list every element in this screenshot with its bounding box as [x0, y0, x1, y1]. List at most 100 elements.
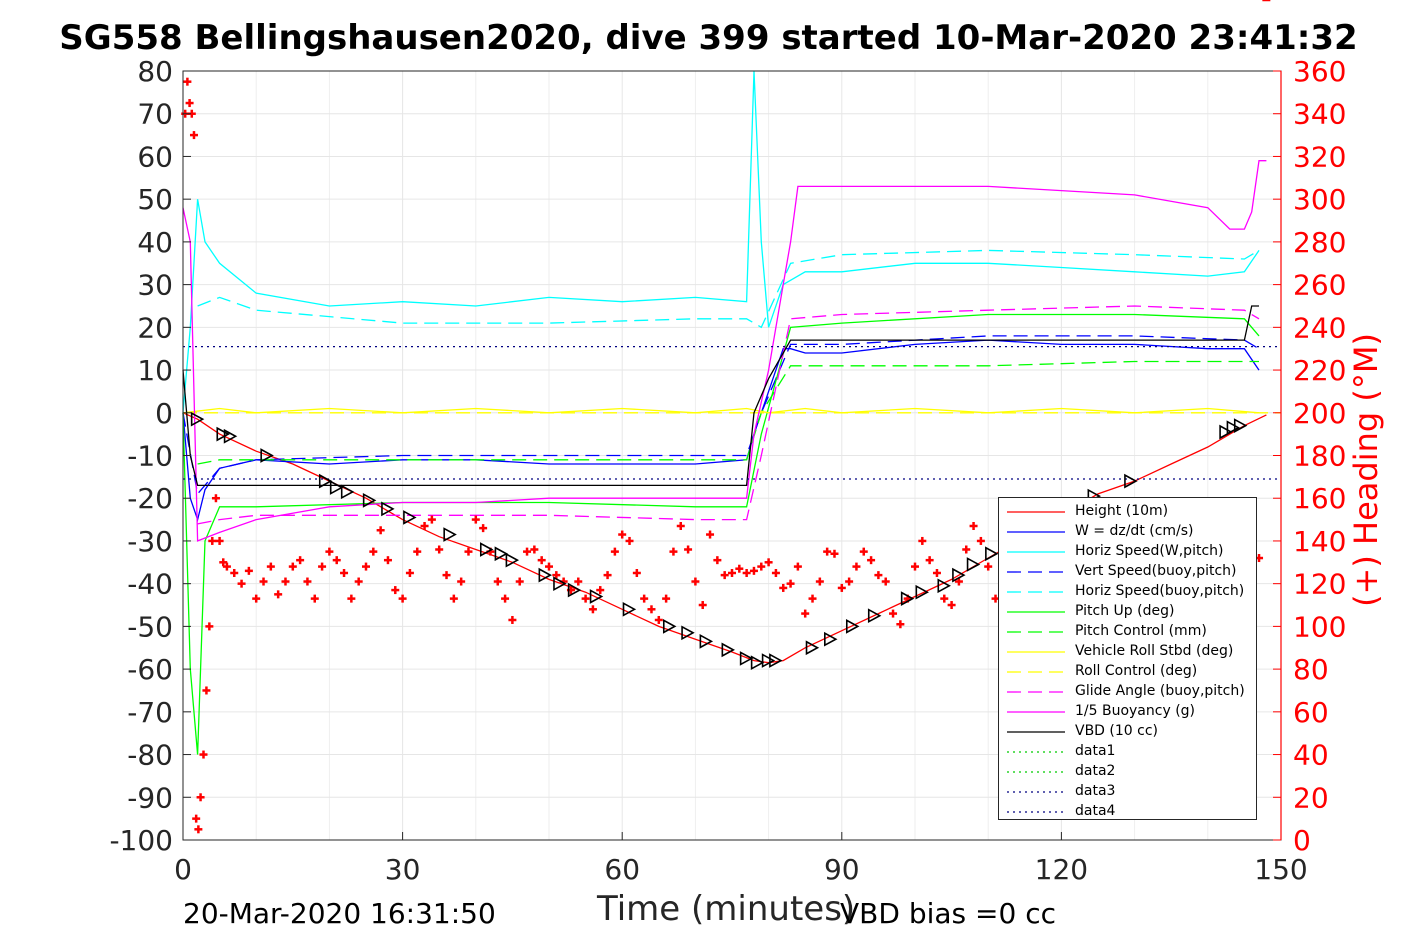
dive-marker [681, 625, 695, 641]
heading-point [874, 571, 883, 580]
y-right-tick-label: 0 [1293, 824, 1311, 857]
x-tick-label: 90 [824, 853, 860, 886]
heading-point [183, 77, 192, 86]
heading-point [603, 571, 612, 580]
heading-point [244, 566, 253, 575]
y-left-tick-label: -80 [127, 739, 173, 772]
y-right-tick-label: 200 [1293, 397, 1346, 430]
heading-point [515, 577, 524, 586]
legend-item-height: Height (10m) [999, 502, 1258, 522]
heading-point [625, 536, 634, 545]
legend-item-data1: data1 [999, 742, 1258, 762]
legend-item-vert_speed_buoy: Vert Speed(buoy,pitch) [999, 562, 1258, 582]
legend-label: Pitch Up (deg) [1075, 603, 1175, 619]
heading-point [969, 521, 978, 530]
dive-marker [966, 557, 981, 572]
legend-label: data4 [1075, 803, 1116, 819]
heading-point [662, 594, 671, 603]
heading-point [764, 558, 773, 567]
heading-point [779, 583, 788, 592]
y-left-tick-label: -40 [127, 568, 173, 601]
heading-point [347, 594, 356, 603]
heading-point [728, 568, 736, 577]
heading-point [647, 605, 656, 614]
legend-swatch [1007, 611, 1065, 613]
heading-point [896, 620, 905, 629]
dive-marker [721, 642, 736, 658]
heading-point [786, 579, 795, 588]
heading-point [698, 601, 707, 610]
legend-swatch [1007, 671, 1065, 673]
y-left-tick-label: -60 [127, 653, 173, 686]
heading-point [464, 547, 473, 556]
y-right-tick-label: 280 [1293, 226, 1346, 259]
heading-point [859, 547, 868, 556]
heading-point [867, 556, 876, 565]
heading-point [581, 594, 590, 603]
dive-marker [553, 576, 567, 592]
dive-marker [567, 582, 582, 598]
legend-label: Horiz Speed(W,pitch) [1075, 543, 1224, 559]
y-right-tick-label: 300 [1293, 183, 1346, 216]
legend-label: Horiz Speed(buoy,pitch) [1075, 583, 1245, 599]
dive-marker [494, 546, 509, 562]
legend-swatch [1007, 531, 1065, 533]
heading-point [398, 594, 407, 603]
heading-point [211, 494, 220, 503]
heading-point [332, 556, 341, 565]
chart-title: SG558 Bellingshausen2020, dive 399 start… [59, 18, 1358, 58]
dive-marker [443, 527, 457, 542]
heading-point [296, 556, 305, 565]
heading-point [457, 577, 466, 586]
dive-marker [699, 633, 714, 649]
x-tick-label: 60 [604, 853, 640, 886]
series-pitch_up [182, 313, 1260, 755]
dive-marker [479, 542, 494, 557]
heading-point [618, 530, 627, 539]
series-glide_angle [197, 305, 1260, 525]
dive-marker [761, 653, 776, 668]
dive-marker [505, 552, 520, 568]
heading-point [259, 577, 268, 586]
y-left-tick-label: -20 [127, 482, 173, 515]
heading-point [954, 577, 963, 586]
y-right-tick-label: 360 [1293, 55, 1346, 88]
legend-label: VBD (10 cc) [1075, 723, 1158, 739]
legend-label: data3 [1075, 783, 1116, 799]
heading-point [199, 750, 208, 759]
heading-point [984, 562, 993, 571]
heading-point [325, 547, 334, 556]
heading-point [185, 99, 194, 108]
heading-point [376, 526, 385, 535]
heading-point [391, 586, 400, 595]
heading-point [530, 545, 539, 554]
dive-markers [190, 411, 1248, 671]
heading-point [545, 562, 553, 571]
y-left-tick-label: 50 [137, 183, 173, 216]
legend-swatch [1007, 731, 1065, 733]
legend-label: data1 [1075, 743, 1116, 759]
heading-point [815, 577, 824, 586]
heading-point [552, 571, 561, 580]
y-right-tick-label: 140 [1293, 525, 1346, 558]
heading-point [215, 536, 224, 545]
legend-item-data3: data3 [999, 782, 1258, 802]
heading-point [266, 562, 275, 571]
y-right-tick-label: 180 [1293, 440, 1346, 473]
heading-point [918, 536, 927, 545]
heading-point [720, 571, 729, 580]
heading-point [219, 558, 228, 567]
heading-point [632, 568, 641, 577]
heading-point [669, 547, 678, 556]
heading-point [237, 579, 246, 588]
series-vert_speed_buoy [182, 335, 1260, 496]
heading-point [940, 594, 949, 603]
legend-swatch [1007, 811, 1065, 813]
legend-label: W = dz/dt (cm/s) [1075, 523, 1194, 539]
legend-swatch [1007, 791, 1065, 793]
heading-point [793, 562, 802, 571]
legend: Height (10m) W = dz/dt (cm/s) Horiz Speed(… [998, 497, 1257, 820]
dive-marker [769, 653, 783, 668]
heading-point [706, 530, 715, 539]
dive-marker [340, 484, 355, 500]
